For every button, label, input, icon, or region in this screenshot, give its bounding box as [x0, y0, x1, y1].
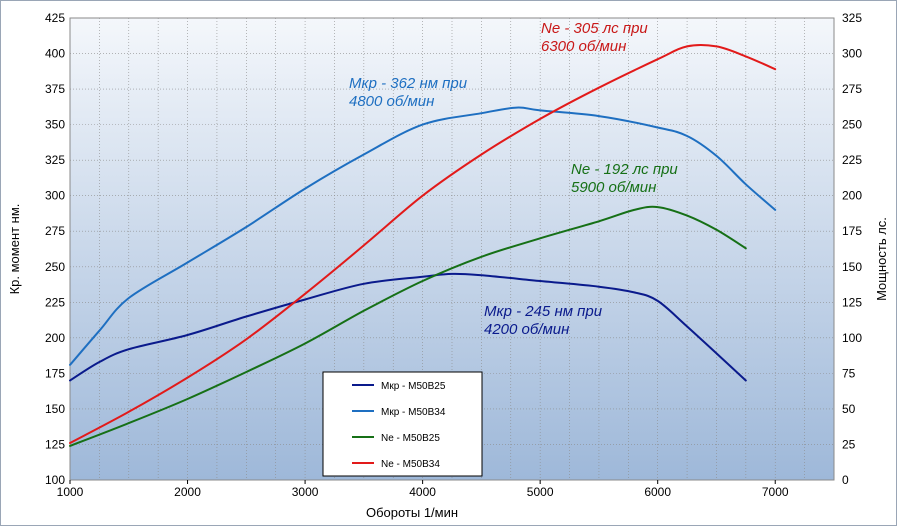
- x-tick-label: 7000: [762, 485, 789, 499]
- x-tick-label: 5000: [527, 485, 554, 499]
- series-lines: [69, 44, 777, 447]
- y-left-tick-label: 225: [45, 295, 65, 309]
- y-left-tick-label: 300: [45, 189, 65, 203]
- series-line-4: [69, 44, 777, 444]
- y-right-tick-label: 250: [842, 118, 862, 132]
- series-line-1: [69, 272, 747, 382]
- y-right-tick-label: 325: [842, 11, 862, 25]
- annotation-line-2: 5900 об/мин: [571, 179, 656, 196]
- y-left-tick-label: 100: [45, 473, 65, 487]
- x-tick-label: 1000: [57, 485, 84, 499]
- y-right-tick-label: 0: [842, 473, 849, 487]
- series-line-2: [69, 106, 777, 366]
- y-right-tick-label: 225: [842, 153, 862, 167]
- y-axis-right-label: Мощность лс.: [874, 217, 889, 301]
- x-tick-label: 3000: [292, 485, 319, 499]
- y-right-tick-label: 125: [842, 295, 862, 309]
- legend: Мкр - M50B25 Мкр - M50B34 Ne - M50B25 Ne - …: [322, 371, 483, 477]
- annotation-line-1: Ne - 192 лс при: [571, 161, 678, 178]
- legend-box: [322, 371, 483, 477]
- annotation-line-1: Мкр - 245 нм при: [484, 303, 603, 320]
- y-left-tick-label: 375: [45, 82, 65, 96]
- y-left-tick-label: 275: [45, 224, 65, 238]
- y-left-tick-label: 425: [45, 11, 65, 25]
- annotation-line-2: 4200 об/мин: [484, 321, 569, 338]
- grid: [70, 18, 834, 480]
- y-left-tick-label: 125: [45, 437, 65, 451]
- x-tick-label: 6000: [644, 485, 671, 499]
- y-right-tick-label: 300: [842, 47, 862, 61]
- y-axis-left-label: Кр. момент нм.: [7, 204, 22, 295]
- tick-labels: 1000 2000 3000 4000 5000 6000 7000100125150175…: [45, 11, 862, 499]
- y-left-tick-label: 200: [45, 331, 65, 345]
- annotation-line-1: Ne - 305 лс при: [541, 20, 648, 37]
- y-left-tick-label: 150: [45, 402, 65, 416]
- y-left-tick-label: 325: [45, 153, 65, 167]
- y-right-tick-label: 275: [842, 82, 862, 96]
- y-left-tick-label: 400: [45, 47, 65, 61]
- y-left-tick-label: 175: [45, 366, 65, 380]
- legend-label: Мкр - M50B34: [381, 407, 446, 418]
- x-axis-label: Обороты 1/мин: [366, 505, 458, 520]
- y-left-tick-label: 350: [45, 118, 65, 132]
- annotation-line-1: Мкр - 362 нм при: [349, 75, 468, 92]
- y-right-tick-label: 175: [842, 224, 862, 238]
- legend-label: Ne - M50B25: [381, 433, 440, 444]
- annotation-line-2: 4800 об/мин: [349, 93, 434, 110]
- y-right-tick-label: 100: [842, 331, 862, 345]
- annotation-line-2: 6300 об/мин: [541, 38, 626, 55]
- legend-label: Ne - M50B34: [381, 459, 440, 470]
- y-right-tick-label: 75: [842, 366, 856, 380]
- y-right-tick-label: 150: [842, 260, 862, 274]
- y-left-tick-label: 250: [45, 260, 65, 274]
- y-right-tick-label: 25: [842, 437, 856, 451]
- x-tick-label: 2000: [174, 485, 201, 499]
- series-line-3: [69, 205, 747, 447]
- x-tick-label: 4000: [409, 485, 436, 499]
- y-right-tick-label: 200: [842, 189, 862, 203]
- legend-label: Мкр - M50B25: [381, 381, 446, 392]
- y-right-tick-label: 50: [842, 402, 856, 416]
